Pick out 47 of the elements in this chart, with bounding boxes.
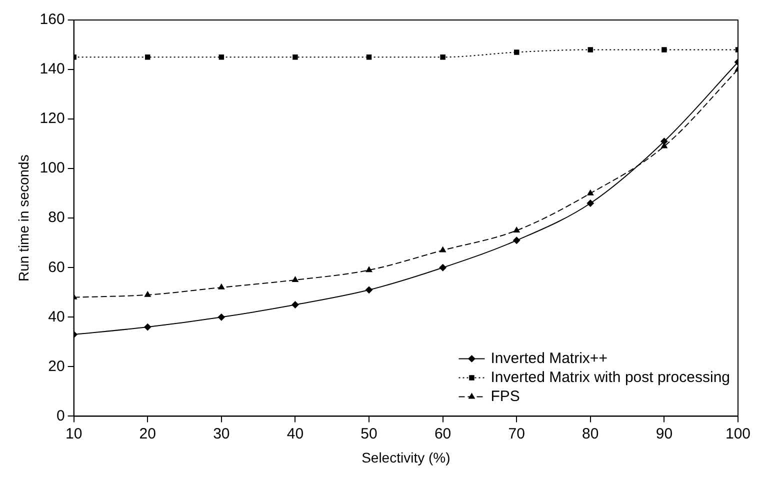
x-tick-label: 20	[139, 425, 156, 442]
y-tick-label: 100	[40, 160, 65, 177]
y-tick-label: 20	[48, 358, 65, 375]
point	[662, 47, 667, 52]
x-tick-label: 80	[582, 425, 599, 442]
x-axis-title: Selectivity (%)	[362, 449, 450, 466]
y-tick-label: 140	[40, 60, 65, 78]
point	[292, 301, 299, 308]
x-tick-label: 10	[65, 425, 82, 442]
point	[366, 266, 372, 272]
point	[218, 284, 225, 290]
point	[660, 138, 668, 145]
point	[587, 190, 594, 196]
legend-label: Inverted Matrix with post processing	[490, 368, 730, 386]
point	[439, 264, 446, 272]
point	[513, 236, 520, 244]
x-tick-label: 100	[725, 425, 751, 442]
point	[366, 54, 372, 60]
point	[292, 54, 298, 60]
y-tick-label: 40	[48, 308, 65, 326]
point	[586, 200, 594, 207]
point	[144, 291, 151, 297]
y-tick-label: 160	[40, 11, 65, 28]
x-tick-label: 50	[360, 425, 378, 442]
x-tick-label: 40	[286, 425, 304, 442]
point	[440, 246, 446, 252]
x-tick-label: 90	[656, 425, 673, 442]
x-tick-label: 30	[213, 425, 230, 442]
point	[514, 50, 520, 55]
x-tick-label: 60	[434, 425, 452, 442]
legend-label: Inverted Matrix++	[490, 350, 608, 367]
y-tick-label: 60	[48, 258, 65, 276]
point	[292, 276, 298, 282]
point	[218, 314, 225, 321]
point	[145, 54, 150, 60]
x-tick-label: 70	[508, 425, 525, 442]
y-tick-label: 120	[40, 110, 65, 128]
legend-label: FPS	[490, 388, 520, 405]
point	[514, 226, 520, 232]
y-axis-title: Run time in seconds	[15, 154, 32, 282]
point	[144, 324, 152, 331]
point	[588, 47, 594, 52]
point	[366, 286, 373, 294]
point	[440, 54, 446, 60]
point	[218, 54, 224, 60]
y-tick-label: 80	[48, 209, 65, 226]
y-tick-label: 0	[56, 407, 65, 424]
